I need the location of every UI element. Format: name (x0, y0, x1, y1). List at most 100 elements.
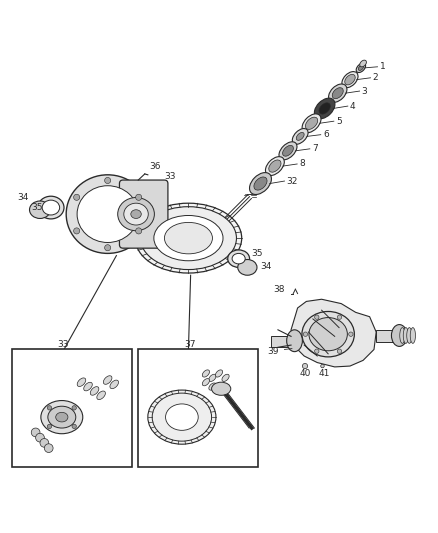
Ellipse shape (66, 175, 149, 253)
Ellipse shape (407, 328, 412, 343)
Ellipse shape (287, 330, 302, 352)
Ellipse shape (232, 253, 245, 264)
Ellipse shape (84, 382, 92, 391)
Ellipse shape (166, 404, 198, 430)
Circle shape (72, 424, 76, 429)
Ellipse shape (358, 65, 364, 70)
Ellipse shape (250, 173, 272, 195)
Ellipse shape (265, 157, 284, 175)
Circle shape (314, 349, 319, 353)
Ellipse shape (269, 160, 281, 172)
Circle shape (314, 315, 319, 319)
Text: 34: 34 (17, 193, 28, 202)
Text: 4: 4 (350, 102, 356, 110)
Text: 39: 39 (267, 347, 279, 356)
Ellipse shape (48, 406, 76, 428)
Text: 33: 33 (57, 340, 69, 349)
Ellipse shape (314, 98, 335, 119)
Text: 32: 32 (287, 176, 298, 185)
Circle shape (47, 424, 52, 429)
Polygon shape (291, 299, 376, 367)
Bar (12, 350, 132, 467)
Circle shape (302, 364, 307, 369)
Ellipse shape (238, 260, 257, 275)
Bar (138, 350, 258, 467)
Circle shape (31, 428, 40, 437)
Text: 35: 35 (252, 249, 263, 258)
Ellipse shape (254, 177, 267, 190)
Ellipse shape (345, 75, 355, 85)
Ellipse shape (202, 378, 209, 386)
Circle shape (337, 315, 342, 319)
Circle shape (35, 433, 44, 442)
Circle shape (105, 177, 111, 183)
Ellipse shape (403, 328, 409, 343)
Ellipse shape (152, 393, 212, 441)
Circle shape (44, 444, 53, 453)
Text: 38: 38 (274, 285, 285, 294)
Ellipse shape (131, 210, 141, 219)
Ellipse shape (135, 203, 242, 273)
Text: 34: 34 (261, 262, 272, 271)
Polygon shape (272, 336, 291, 348)
Text: 2: 2 (373, 74, 378, 82)
Ellipse shape (360, 60, 367, 67)
Ellipse shape (292, 128, 308, 144)
Ellipse shape (164, 222, 212, 254)
Text: 6: 6 (323, 130, 328, 139)
Circle shape (47, 406, 52, 410)
Ellipse shape (410, 328, 416, 343)
Ellipse shape (279, 142, 297, 160)
Text: 1: 1 (380, 62, 385, 71)
Ellipse shape (215, 370, 223, 377)
Ellipse shape (148, 390, 216, 444)
Text: 36: 36 (149, 161, 161, 171)
Ellipse shape (342, 71, 358, 88)
Ellipse shape (328, 84, 347, 102)
Text: 8: 8 (299, 159, 305, 168)
Text: 33: 33 (164, 173, 176, 182)
Circle shape (40, 439, 49, 447)
Ellipse shape (202, 370, 209, 377)
Circle shape (349, 332, 353, 336)
Circle shape (72, 406, 76, 410)
Ellipse shape (209, 374, 216, 382)
Ellipse shape (141, 207, 237, 270)
FancyBboxPatch shape (120, 180, 168, 248)
Circle shape (303, 332, 307, 336)
Ellipse shape (77, 378, 86, 386)
Ellipse shape (392, 325, 407, 346)
Circle shape (321, 364, 324, 368)
Ellipse shape (356, 63, 366, 72)
Circle shape (337, 349, 342, 353)
Ellipse shape (400, 328, 405, 343)
Ellipse shape (212, 382, 231, 395)
Ellipse shape (38, 196, 64, 219)
Ellipse shape (124, 203, 148, 225)
Ellipse shape (77, 185, 138, 243)
Text: 35: 35 (31, 203, 43, 212)
Circle shape (105, 245, 111, 251)
Ellipse shape (97, 391, 106, 400)
Ellipse shape (302, 311, 354, 357)
Ellipse shape (209, 383, 216, 390)
Ellipse shape (309, 318, 347, 351)
Text: 5: 5 (336, 117, 342, 126)
Circle shape (136, 194, 142, 200)
Circle shape (136, 228, 142, 234)
Text: 3: 3 (362, 86, 367, 95)
Polygon shape (376, 330, 398, 342)
Text: 41: 41 (318, 369, 329, 378)
Ellipse shape (103, 376, 112, 384)
Ellipse shape (154, 215, 223, 261)
Text: 40: 40 (300, 369, 311, 378)
Ellipse shape (42, 200, 60, 215)
Ellipse shape (228, 250, 250, 268)
Ellipse shape (41, 400, 83, 434)
Circle shape (74, 194, 80, 200)
Ellipse shape (332, 87, 343, 99)
Text: 37: 37 (184, 340, 195, 349)
Circle shape (74, 228, 80, 234)
Ellipse shape (296, 132, 304, 140)
Ellipse shape (283, 146, 293, 156)
